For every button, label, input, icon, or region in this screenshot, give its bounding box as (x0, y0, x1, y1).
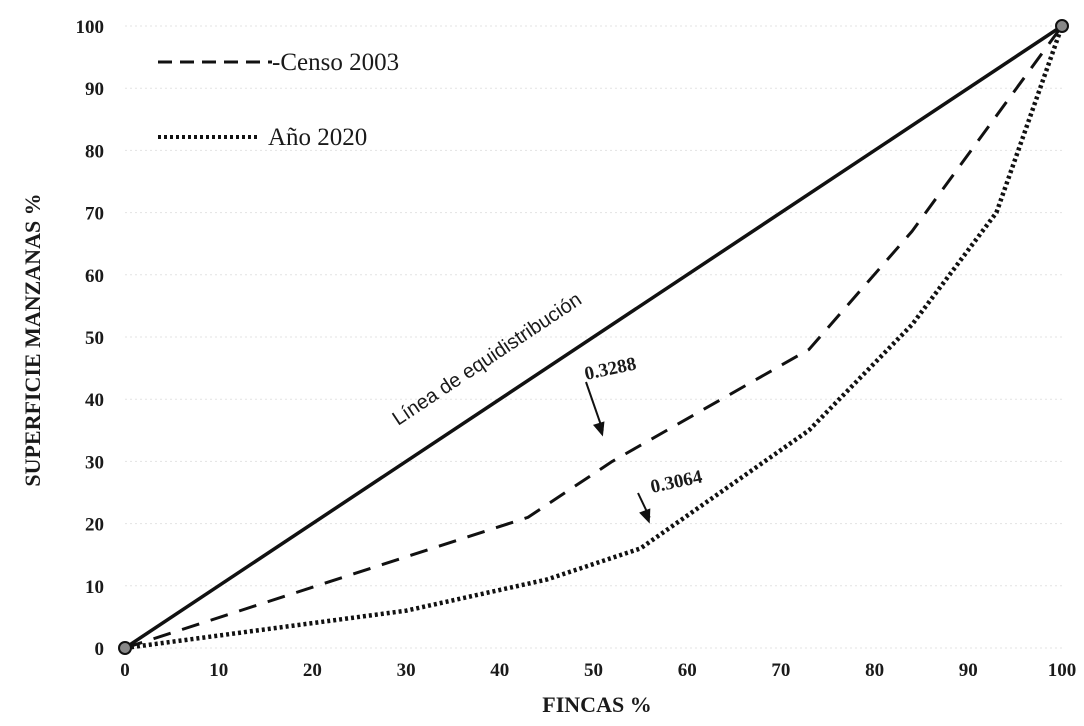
gini-2020-label: 0.3064 (649, 466, 705, 498)
y-tick-label-70: 70 (85, 204, 104, 225)
x-tick-label-10: 10 (209, 660, 228, 681)
y-tick-label-90: 90 (85, 79, 104, 100)
x-tick-label-90: 90 (959, 660, 978, 681)
x-tick-label-60: 60 (678, 660, 697, 681)
plot-area (118, 19, 1069, 655)
y-tick-label-20: 20 (85, 515, 104, 536)
x-tick-label-70: 70 (771, 660, 790, 681)
x-axis-title: FINCAS % (542, 692, 651, 717)
legend-label-censo-2003: -Censo 2003 (272, 49, 399, 76)
tick-labels: 0 10 20 30 40 50 60 70 80 90 100 0 10 20 30 40 50 60 70 80 9… (76, 17, 1077, 681)
legend: -Censo 2003 Año 2020 (158, 49, 399, 151)
x-tick-label-100: 100 (1048, 660, 1077, 681)
end-point (1055, 19, 1069, 33)
annotation-arrow-head-1 (639, 508, 651, 524)
y-tick-label-60: 60 (85, 266, 104, 287)
legend-label-anio-2020: Año 2020 (268, 124, 367, 151)
x-tick-label-40: 40 (490, 660, 509, 681)
series-line-censo-2003 (124, 25, 1064, 650)
y-tick-label-80: 80 (85, 141, 104, 162)
annotation-arrow-head-0 (592, 421, 605, 437)
grid (125, 25, 1062, 649)
y-tick-label-30: 30 (85, 452, 104, 473)
y-tick-label-0: 0 (95, 639, 105, 660)
x-tick-label-30: 30 (397, 660, 416, 681)
series-line-anio-2020 (124, 25, 1065, 651)
annotation-arrow-shaft-0 (585, 381, 604, 431)
origin-point (118, 641, 132, 655)
y-tick-label-50: 50 (85, 328, 104, 349)
gini-2003-label: 0.3288 (583, 353, 638, 384)
y-tick-label-10: 10 (85, 577, 104, 598)
annotation-arrows (585, 381, 651, 524)
x-tick-label-20: 20 (303, 660, 322, 681)
x-tick-label-50: 50 (584, 660, 603, 681)
y-tick-label-100: 100 (76, 17, 105, 38)
y-axis-title: SUPERFICIE MANZANAS % (20, 193, 45, 486)
y-tick-label-40: 40 (85, 390, 104, 411)
x-tick-label-0: 0 (120, 660, 130, 681)
equidistribution-line (124, 24, 1063, 650)
x-tick-label-80: 80 (865, 660, 884, 681)
